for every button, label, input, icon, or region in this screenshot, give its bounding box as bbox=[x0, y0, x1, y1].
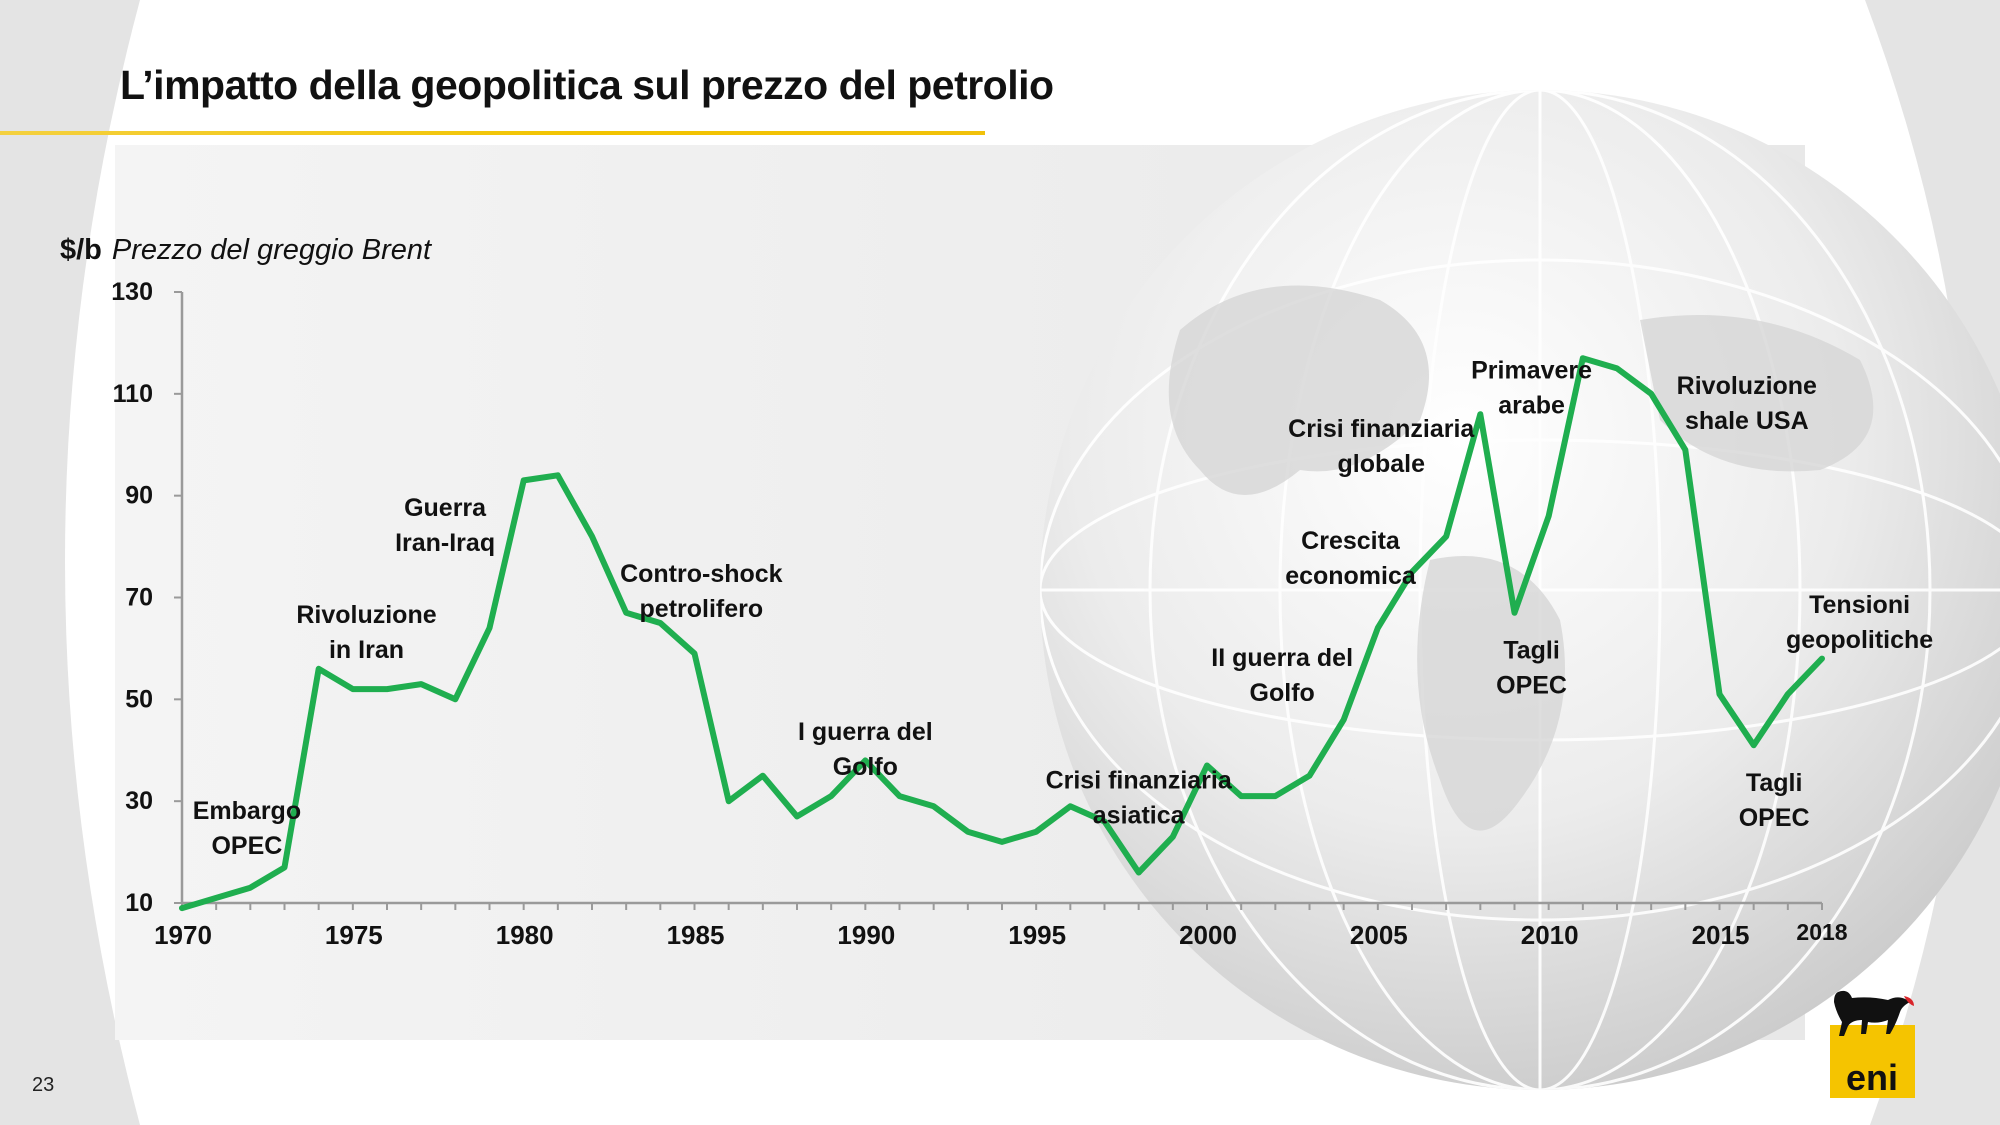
event-annotation-line: Embargo bbox=[193, 797, 301, 825]
chart-description: Prezzo del greggio Brent bbox=[111, 234, 432, 266]
x-tick-label: 1975 bbox=[325, 920, 383, 950]
y-tick-label: 90 bbox=[125, 482, 153, 510]
event-annotation-line: Crescita bbox=[1301, 527, 1401, 555]
event-annotation-line: Crisi finanziaria bbox=[1046, 766, 1233, 794]
event-annotation-line: Rivoluzione bbox=[1677, 372, 1817, 400]
event-annotation-line: Primavere bbox=[1471, 357, 1592, 385]
y-axis-unit: $/b bbox=[60, 234, 102, 266]
y-tick-label: 50 bbox=[125, 685, 153, 713]
x-tick-label: 2015 bbox=[1692, 920, 1750, 950]
y-tick-label: 110 bbox=[113, 380, 153, 408]
event-annotation-line: Golfo bbox=[833, 753, 898, 781]
event-annotation-line: Contro-shock bbox=[620, 560, 783, 588]
brent-price-line bbox=[179, 355, 1825, 912]
event-annotation-line: Tensioni bbox=[1809, 591, 1910, 619]
event-annotation-line: I guerra del bbox=[798, 718, 933, 746]
event-annotation: Embargo OPEC bbox=[193, 797, 301, 860]
x-tick-label: 2010 bbox=[1521, 920, 1579, 950]
event-annotation-line: petrolifero bbox=[640, 595, 764, 623]
event-annotation-line: Guerra bbox=[404, 494, 487, 522]
event-annotation-line: Tagli bbox=[1503, 637, 1559, 665]
logo-text: eni bbox=[1846, 1057, 1898, 1098]
event-annotation-line: economica bbox=[1285, 562, 1417, 590]
x-tick-label: 1980 bbox=[496, 920, 554, 950]
eni-logo: eni bbox=[1830, 990, 1915, 1098]
y-tick-label: 70 bbox=[125, 584, 153, 612]
y-tick-label: 30 bbox=[125, 787, 153, 815]
event-annotation-line: Rivoluzione bbox=[296, 601, 436, 629]
event-annotation-line: Golfo bbox=[1250, 679, 1315, 707]
event-annotation-line: shale USA bbox=[1685, 407, 1809, 435]
event-annotation: Tagli OPEC bbox=[1496, 637, 1567, 700]
event-annotation: Tensioni geopolitiche bbox=[1786, 591, 1933, 654]
chart-subtitle: $/b Prezzo del greggio Brent bbox=[60, 234, 431, 267]
event-annotation: Primavere arabe bbox=[1471, 357, 1592, 420]
event-annotation-line: II guerra del bbox=[1211, 644, 1353, 672]
page-number: 23 bbox=[32, 1074, 55, 1096]
event-annotation: Crisi finanziaria globale bbox=[1288, 415, 1475, 478]
event-annotation: Crisi finanziaria asiatica bbox=[1046, 766, 1233, 829]
event-annotation-line: OPEC bbox=[1496, 672, 1567, 700]
event-annotation: II guerra del Golfo bbox=[1211, 644, 1353, 707]
event-annotation: Guerra Iran-Iraq bbox=[395, 494, 495, 557]
event-annotation-line: OPEC bbox=[1739, 804, 1810, 832]
event-annotation-line: Tagli bbox=[1746, 769, 1802, 797]
event-annotation: Contro-shock petrolifero bbox=[620, 560, 783, 623]
event-annotation-line: geopolitiche bbox=[1786, 626, 1933, 654]
x-tick-label: 1995 bbox=[1008, 920, 1066, 950]
event-annotation-line: Crisi finanziaria bbox=[1288, 415, 1475, 443]
x-tick-label: 2000 bbox=[1179, 920, 1237, 950]
event-annotation-line: asiatica bbox=[1093, 801, 1186, 829]
slide-title: L’impatto della geopolitica sul prezzo d… bbox=[120, 62, 1054, 108]
y-tick-label: 130 bbox=[111, 278, 153, 306]
event-annotation-line: OPEC bbox=[211, 832, 282, 860]
x-tick-label: 1990 bbox=[837, 920, 895, 950]
event-annotation: I guerra del Golfo bbox=[798, 718, 933, 781]
event-annotation: Crescita economica bbox=[1285, 527, 1417, 590]
event-annotation-line: in Iran bbox=[329, 636, 404, 664]
y-tick-label: 10 bbox=[125, 889, 153, 917]
event-annotation: Rivoluzione shale USA bbox=[1677, 372, 1817, 435]
title-underline bbox=[0, 131, 985, 135]
event-annotation-line: globale bbox=[1337, 450, 1425, 478]
event-annotation: Rivoluzione in Iran bbox=[296, 601, 436, 664]
x-tick-label: 1970 bbox=[154, 920, 212, 950]
six-legged-dog-icon bbox=[1834, 990, 1910, 1036]
event-annotation: Tagli OPEC bbox=[1739, 769, 1810, 832]
event-annotation-line: Iran-Iraq bbox=[395, 529, 495, 557]
x-tick-label: 1985 bbox=[667, 920, 725, 950]
x-tick-label: 2018 bbox=[1796, 919, 1847, 945]
event-annotation-line: arabe bbox=[1498, 392, 1565, 420]
x-tick-label: 2005 bbox=[1350, 920, 1408, 950]
